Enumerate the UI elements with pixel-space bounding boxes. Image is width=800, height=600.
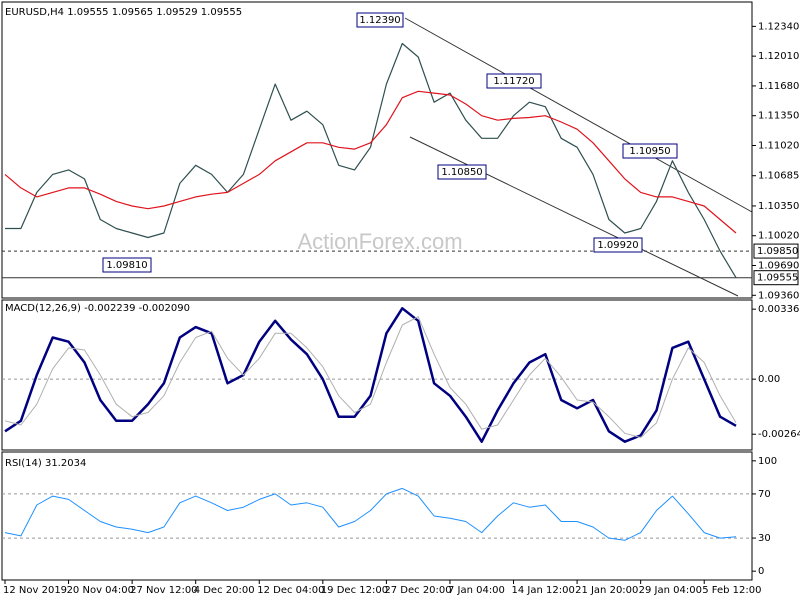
annotation: 1.09920 xyxy=(597,240,638,251)
y-tick-label: 1.09360 xyxy=(758,290,799,301)
x-tick-label: 19 Dec 12:00 xyxy=(321,585,388,596)
y-tick-label: 0 xyxy=(758,566,764,577)
plot xyxy=(4,42,737,279)
x-tick-label: 12 Nov 2019 xyxy=(3,585,67,596)
x-tick-label: 21 Jan 20:00 xyxy=(575,585,638,596)
x-tick-label: 12 Dec 04:00 xyxy=(257,585,324,596)
pane-frame xyxy=(1,451,753,581)
annotation: 1.09810 xyxy=(106,260,147,271)
channel-line xyxy=(409,136,739,297)
y-tick-label: 1.10685 xyxy=(758,171,799,182)
y-tick-label: 70 xyxy=(758,489,771,500)
x-tick-label: 27 Nov 12:00 xyxy=(130,585,197,596)
annotations: 1.12390 1.11720 1.10850 1.10950 1.09920 … xyxy=(102,12,678,273)
price-label-box xyxy=(753,270,799,286)
y-tick-label: 30 xyxy=(758,533,771,544)
plot xyxy=(4,487,737,541)
annotation: 1.11720 xyxy=(493,76,534,87)
series-line xyxy=(4,90,737,234)
y-tick-label: 1.09690 xyxy=(758,261,799,272)
x-tick-label: 27 Dec 20:00 xyxy=(384,585,451,596)
x-tick-label: 20 Nov 04:00 xyxy=(67,585,134,596)
price-label: 1.09555 xyxy=(757,273,798,284)
y-tick-label: 0.00336 xyxy=(758,304,799,315)
y-tick-label: 1.11350 xyxy=(758,111,799,122)
pane-frame xyxy=(1,299,753,451)
series-line xyxy=(4,487,737,541)
annotation-box xyxy=(356,12,404,28)
series-line xyxy=(4,307,737,443)
pane-frame xyxy=(1,1,753,299)
y-tick-label: 1.12340 xyxy=(758,21,799,32)
chart-title: MACD(12,26,9) -0.002239 -0.002090 xyxy=(5,303,190,314)
x-tick-label: 4 Dec 20:00 xyxy=(194,585,255,596)
x-tick-label: 14 Jan 12:00 xyxy=(512,585,575,596)
x-tick-label: 5 Feb 12:00 xyxy=(702,585,761,596)
x-tick-label: 7 Jan 04:00 xyxy=(448,585,505,596)
y-tick-label: 1.10020 xyxy=(758,231,799,242)
annotation-box xyxy=(437,164,487,180)
price-label: 1.09850 xyxy=(757,246,798,257)
channel-line xyxy=(404,17,753,213)
watermark: ActionForex.com xyxy=(297,229,462,254)
series-line xyxy=(5,42,737,279)
y-tick-label: 1.10350 xyxy=(758,201,799,212)
annotation-box xyxy=(486,73,542,89)
annotation: 1.10850 xyxy=(441,167,482,178)
y-tick-label: 1.11680 xyxy=(758,81,799,92)
x-tick-label: 29 Jan 04:00 xyxy=(639,585,702,596)
annotation-box xyxy=(622,143,678,159)
series-line xyxy=(4,316,737,438)
annotation: 1.12390 xyxy=(359,15,400,26)
y-tick-label: 0.00 xyxy=(758,374,780,385)
annotation: 1.10950 xyxy=(629,146,670,157)
y-tick-label: -0.002642 xyxy=(758,429,800,440)
y-tick-label: 1.11020 xyxy=(758,140,799,151)
plot xyxy=(4,307,737,443)
annotation-box xyxy=(593,237,643,253)
y-tick-label: 1.12010 xyxy=(758,51,799,62)
chart-title: EURUSD,H4 1.09555 1.09565 1.09529 1.0955… xyxy=(5,7,242,18)
y-tick-label: 100 xyxy=(758,456,777,467)
price-label-box xyxy=(753,243,799,259)
chart-title: RSI(14) 31.2034 xyxy=(5,458,86,469)
annotation-box xyxy=(102,257,152,273)
